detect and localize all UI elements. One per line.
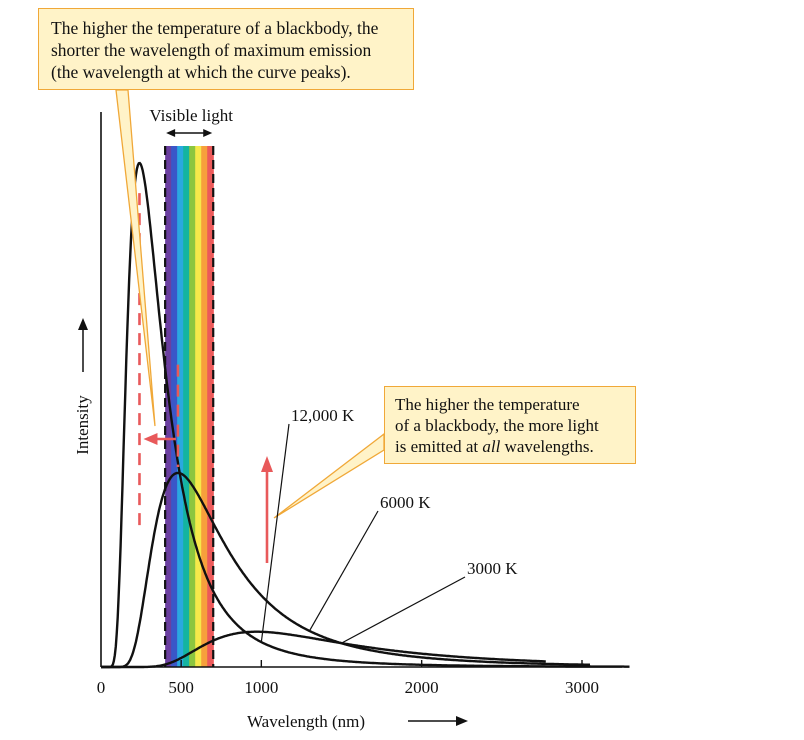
x-axis-label: Wavelength (nm) — [247, 712, 365, 731]
callout-emphasis: all — [482, 437, 501, 456]
spectrum-stripe — [165, 146, 172, 667]
y-axis-label: Intensity — [73, 395, 92, 455]
spectrum-stripe — [183, 146, 190, 667]
labels: Wavelength (nm) Intensity 12,000 K 6000 K 30… — [73, 318, 518, 731]
spectrum-stripe — [171, 146, 178, 667]
x-tick-label: 3000 — [565, 678, 599, 697]
spectrum-stripe — [177, 146, 184, 667]
callout-line: The higher the temperature — [395, 395, 580, 414]
x-tick-label: 1000 — [244, 678, 278, 697]
x-tick-label: 2000 — [405, 678, 439, 697]
x-tick-label: 0 — [97, 678, 106, 697]
callout-line: shorter the wavelength of maximum emissi… — [51, 40, 372, 60]
callout-text: is emitted at — [395, 437, 483, 456]
curves — [101, 161, 630, 669]
curve-label-leader — [341, 576, 466, 644]
curve-12000k — [101, 161, 630, 669]
more-light-callout-leader — [273, 432, 385, 519]
spectrum-stripe — [195, 146, 202, 667]
curve-label-leader — [308, 510, 379, 632]
spectrum-stripe — [201, 146, 208, 667]
peak-shift-arrowhead — [143, 433, 158, 445]
x-axis-arrowhead — [456, 716, 468, 726]
curve-label: 3000 K — [467, 559, 518, 578]
callout-line: is emitted at all wavelengths. — [395, 436, 625, 457]
x-tick-label: 500 — [168, 678, 194, 697]
y-axis-arrowhead — [78, 318, 88, 330]
spectrum-stripe — [189, 146, 196, 667]
callout-text: wavelengths. — [500, 437, 594, 456]
peak-shift-callout: The higher the temperature of a blackbod… — [38, 8, 414, 90]
visible-light-band: Visible light — [149, 106, 233, 667]
visible-light-label: Visible light — [149, 106, 233, 125]
curve-label-leader — [260, 423, 290, 643]
arrows — [138, 193, 273, 563]
more-light-arrowhead — [261, 456, 273, 472]
visible-range-arrowhead — [203, 129, 213, 137]
visible-range-arrowhead — [166, 129, 176, 137]
x-ticks: 0 500 1000 2000 3000 — [97, 660, 599, 697]
more-light-callout: The higher the temperature of a blackbod… — [384, 386, 636, 464]
spectrum-stripe — [207, 146, 214, 667]
curve-3000k — [101, 630, 546, 669]
callout-leaders — [115, 89, 385, 519]
curve-label: 12,000 K — [291, 406, 355, 425]
curve-label: 6000 K — [380, 493, 431, 512]
peak-shift-callout-leader — [115, 89, 156, 427]
callout-line: The higher the temperature of a blackbod… — [51, 18, 379, 38]
callout-line: (the wavelength at which the curve peaks… — [51, 62, 351, 82]
callout-line: of a blackbody, the more light — [395, 416, 599, 435]
